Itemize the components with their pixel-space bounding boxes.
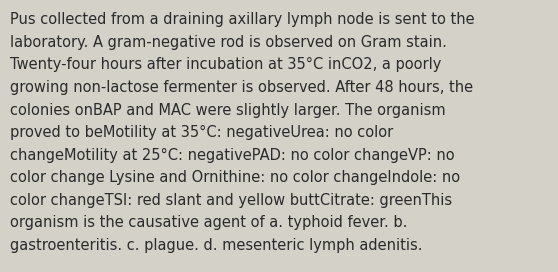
Text: proved to beMotility at 35°C: negativeUrea: no color: proved to beMotility at 35°C: negativeUr… [10,125,393,140]
Text: gastroenteritis. c. plague. d. mesenteric lymph adenitis.: gastroenteritis. c. plague. d. mesenteri… [10,238,422,253]
Text: Pus collected from a draining axillary lymph node is sent to the: Pus collected from a draining axillary l… [10,12,475,27]
Text: laboratory. A gram-negative rod is observed on Gram stain.: laboratory. A gram-negative rod is obser… [10,35,447,50]
Text: changeMotility at 25°C: negativePAD: no color changeVP: no: changeMotility at 25°C: negativePAD: no … [10,148,455,163]
Text: growing non-lactose fermenter is observed. After 48 hours, the: growing non-lactose fermenter is observe… [10,80,473,95]
Text: color changeTSI: red slant and yellow buttCitrate: greenThis: color changeTSI: red slant and yellow bu… [10,193,452,208]
Text: colonies onBAP and MAC were slightly larger. The organism: colonies onBAP and MAC were slightly lar… [10,103,446,118]
Text: color change Lysine and Ornithine: no color changeIndole: no: color change Lysine and Ornithine: no co… [10,170,460,185]
Text: Twenty-four hours after incubation at 35°C inCO2, a poorly: Twenty-four hours after incubation at 35… [10,57,441,72]
Text: organism is the causative agent of a. typhoid fever. b.: organism is the causative agent of a. ty… [10,215,407,230]
